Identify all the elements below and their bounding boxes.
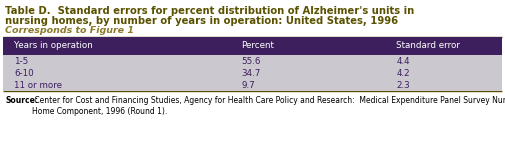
- Text: Corresponds to Figure 1: Corresponds to Figure 1: [5, 26, 134, 35]
- Text: 1-5: 1-5: [15, 56, 29, 66]
- Text: 9.7: 9.7: [241, 80, 256, 90]
- Bar: [3, 37, 502, 55]
- Text: 6-10: 6-10: [15, 69, 34, 77]
- Text: 2.3: 2.3: [396, 80, 410, 90]
- Text: Center for Cost and Financing Studies, Agency for Health Care Policy and Researc: Center for Cost and Financing Studies, A…: [32, 96, 505, 116]
- Bar: [3, 55, 502, 91]
- Text: 4.4: 4.4: [396, 56, 410, 66]
- Text: Years in operation: Years in operation: [15, 42, 93, 51]
- Text: 4.2: 4.2: [396, 69, 410, 77]
- Text: 11 or more: 11 or more: [15, 80, 63, 90]
- Text: Percent: Percent: [241, 42, 274, 51]
- Text: nursing homes, by number of years in operation: United States, 1996: nursing homes, by number of years in ope…: [5, 16, 398, 26]
- Text: Standard error: Standard error: [396, 42, 460, 51]
- Text: Table D.  Standard errors for percent distribution of Alzheimer's units in: Table D. Standard errors for percent dis…: [5, 6, 414, 16]
- Text: 34.7: 34.7: [241, 69, 261, 77]
- Text: Source:: Source:: [5, 96, 38, 105]
- Text: 55.6: 55.6: [241, 56, 261, 66]
